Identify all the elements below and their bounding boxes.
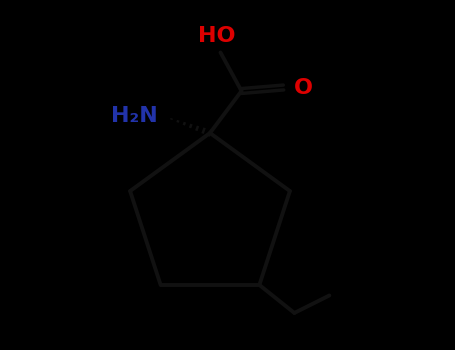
Text: O: O	[294, 77, 313, 98]
Text: H₂N: H₂N	[111, 105, 157, 126]
Text: HO: HO	[198, 26, 236, 46]
